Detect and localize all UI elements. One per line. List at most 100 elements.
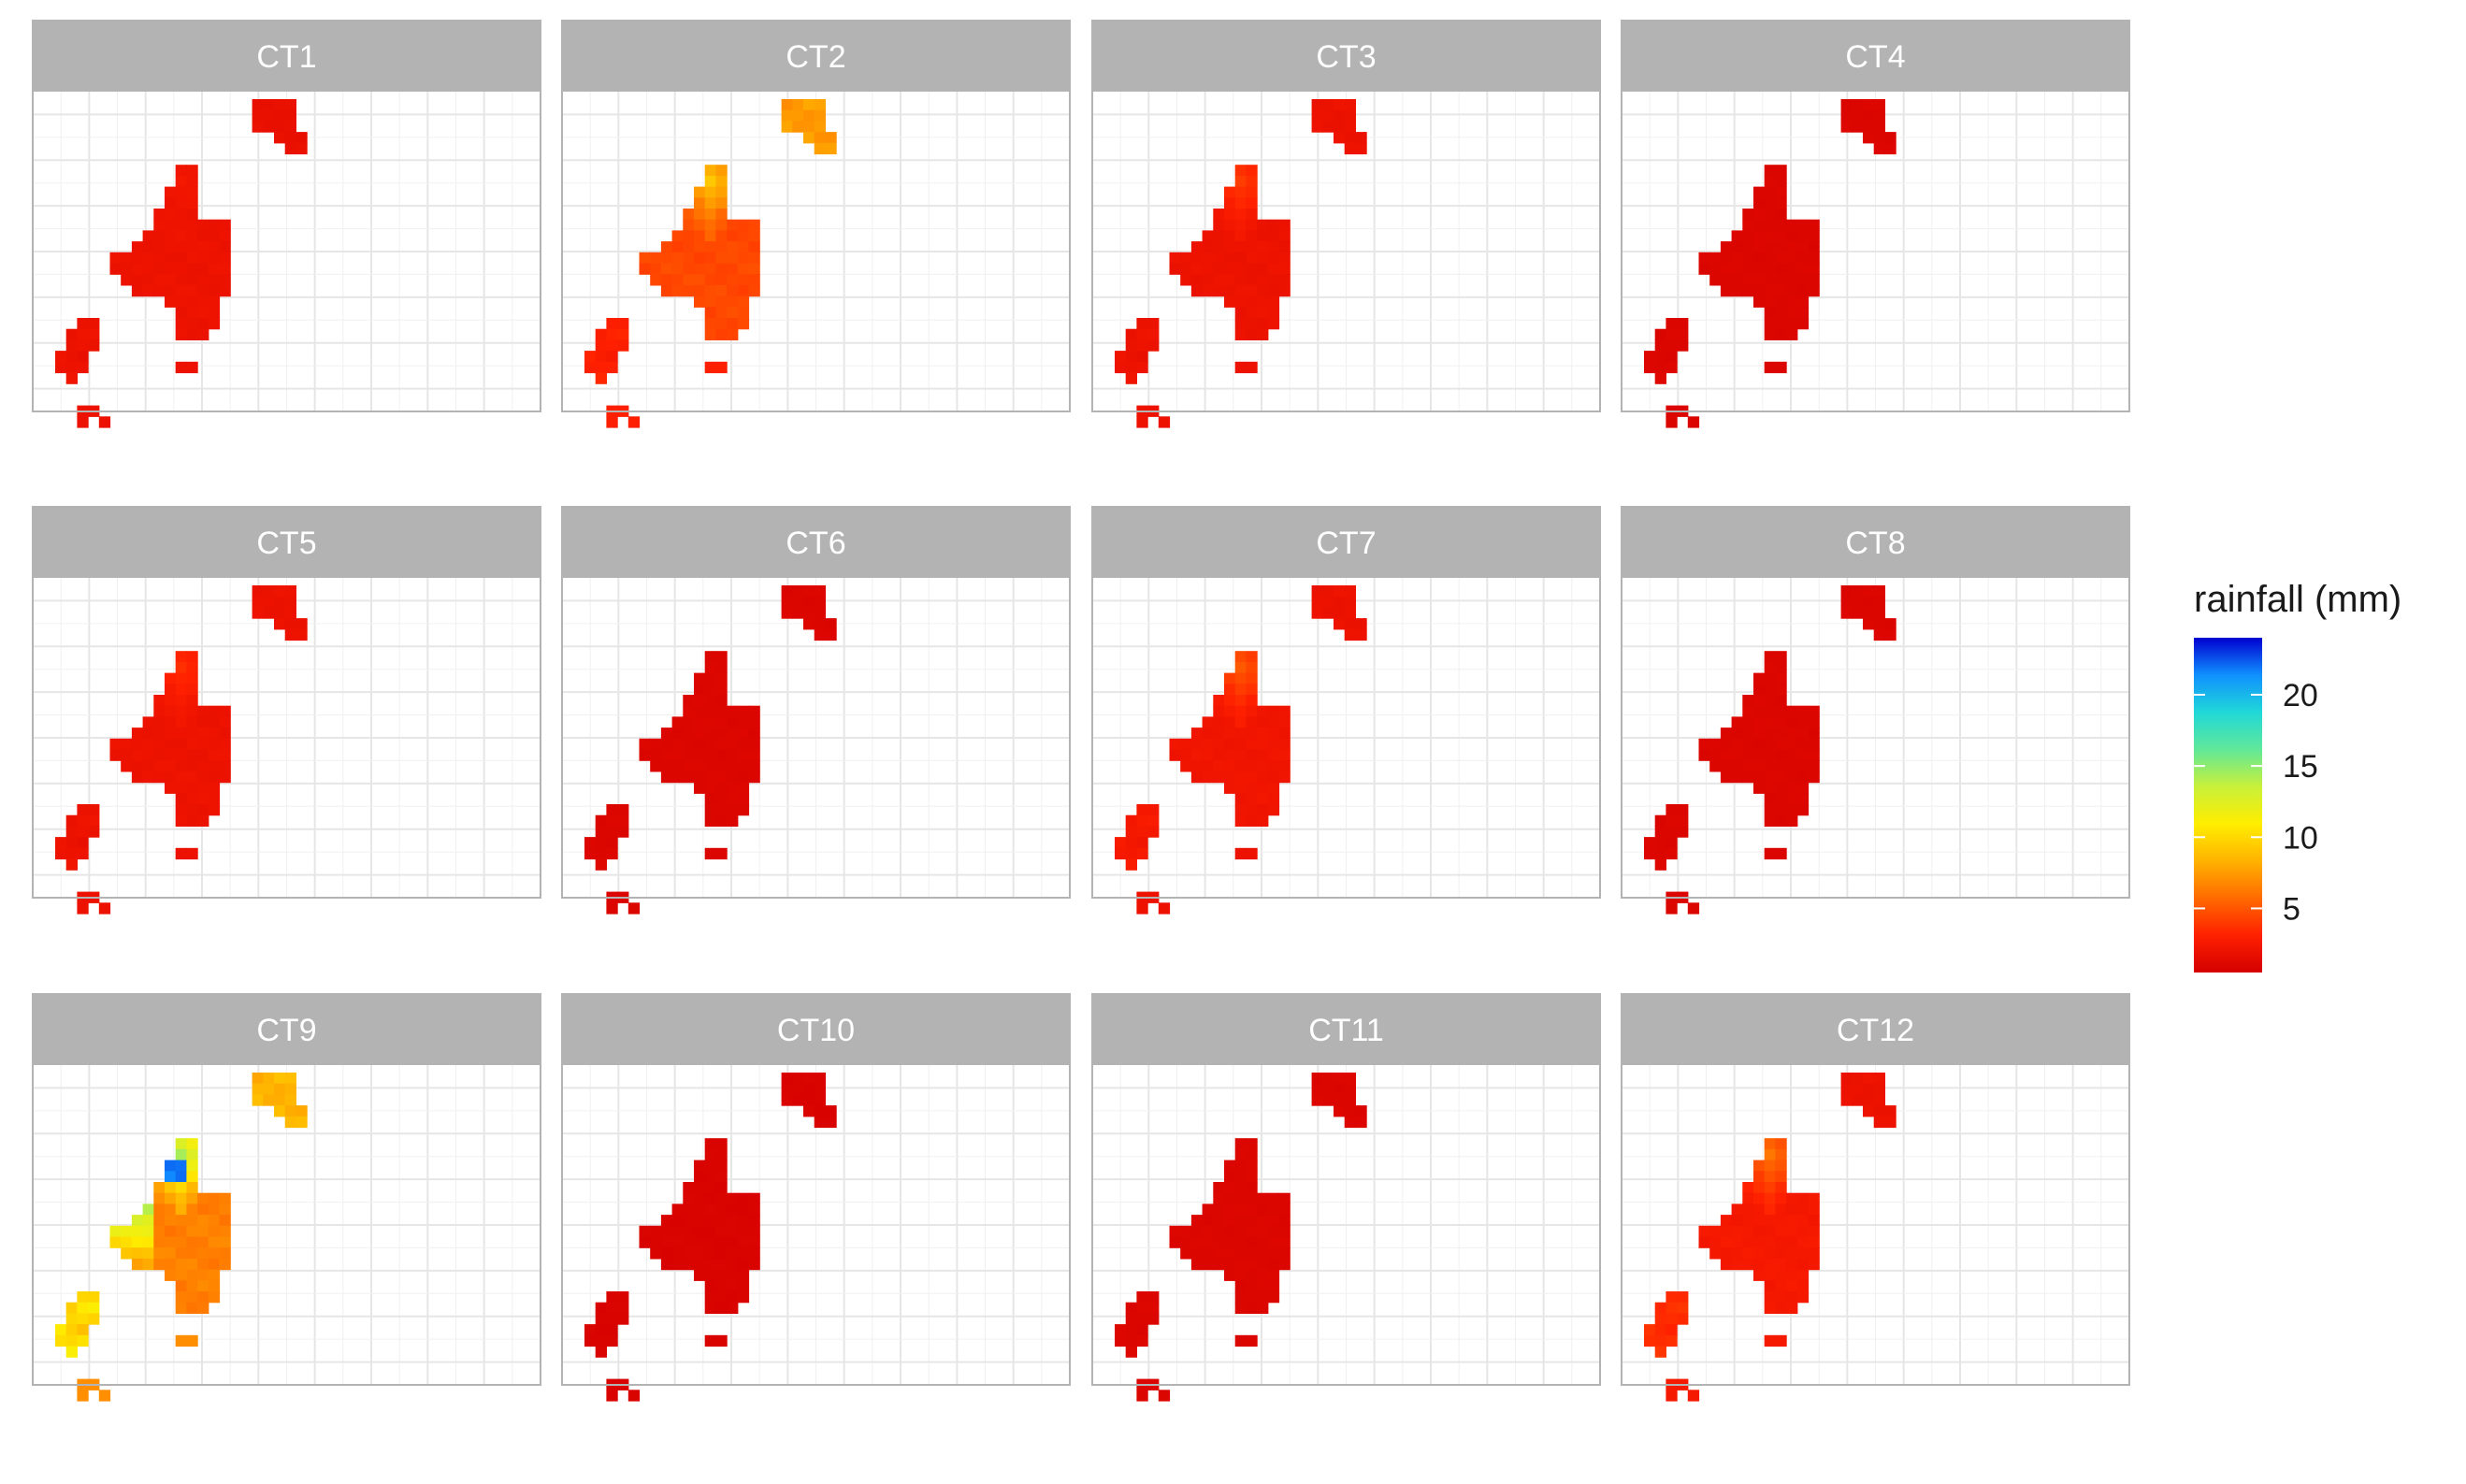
rainfall-cell bbox=[1246, 716, 1258, 728]
rainfall-cell bbox=[1873, 607, 1885, 619]
rainfall-cell bbox=[694, 705, 706, 717]
rainfall-cell bbox=[1224, 295, 1236, 308]
rainfall-cell bbox=[1190, 1215, 1204, 1227]
rainfall-cell bbox=[1136, 339, 1148, 352]
rainfall-cell bbox=[737, 307, 750, 319]
rainfall-cell bbox=[1278, 1247, 1291, 1260]
rainfall-cell bbox=[1234, 252, 1247, 265]
rainfall-cell bbox=[165, 771, 177, 784]
rainfall-cell bbox=[1202, 1236, 1214, 1248]
rainfall-cell bbox=[1213, 1215, 1225, 1227]
rainfall-cell bbox=[1863, 121, 1875, 133]
rainfall-cell bbox=[715, 307, 728, 319]
rainfall-cell bbox=[219, 1258, 231, 1271]
rainfall-cell bbox=[274, 618, 286, 630]
rainfall-cell bbox=[1863, 1083, 1875, 1095]
rainfall-cell bbox=[1742, 241, 1754, 253]
rainfall-cell bbox=[77, 847, 89, 860]
rainfall-cell bbox=[1125, 1324, 1137, 1336]
rainfall-cell bbox=[1873, 618, 1885, 630]
rainfall-cell bbox=[1257, 793, 1269, 805]
rainfall-cell bbox=[1720, 728, 1733, 740]
rainfall-cell bbox=[186, 814, 198, 827]
rainfall-cell bbox=[1234, 263, 1247, 275]
rainfall-cell bbox=[1764, 318, 1776, 330]
rainfall-cell bbox=[1720, 1258, 1733, 1271]
rainfall-cell bbox=[1742, 1192, 1754, 1204]
rainfall-cell bbox=[617, 318, 629, 330]
rainfall-cell bbox=[1147, 1291, 1160, 1304]
rainfall-cell bbox=[1267, 318, 1280, 330]
rainfall-cell bbox=[1234, 284, 1247, 297]
rainfall-cell bbox=[1654, 372, 1666, 384]
rainfall-cell bbox=[1786, 274, 1798, 286]
rainfall-cell bbox=[1257, 318, 1269, 330]
rainfall-cell bbox=[1840, 99, 1853, 111]
rainfall-cell bbox=[55, 1334, 67, 1347]
rainfall-cell bbox=[1344, 607, 1356, 619]
rainfall-cell bbox=[704, 175, 716, 188]
rainfall-cell bbox=[1234, 782, 1247, 794]
rainfall-cell bbox=[1808, 1192, 1820, 1204]
rainfall-cell bbox=[671, 728, 684, 740]
rainfall-cell bbox=[1666, 1324, 1678, 1336]
legend-tick-label: 10 bbox=[2283, 820, 2318, 856]
rainfall-cell bbox=[1786, 1203, 1798, 1216]
rainfall-cell bbox=[814, 1116, 826, 1129]
rainfall-cell bbox=[175, 318, 187, 330]
facet-strip bbox=[1622, 994, 2129, 1065]
rainfall-cell bbox=[1808, 1225, 1820, 1238]
rainfall-cell bbox=[77, 318, 89, 330]
rainfall-cell bbox=[650, 1225, 662, 1238]
rainfall-cell bbox=[252, 121, 264, 133]
rainfall-cell bbox=[1234, 705, 1247, 717]
rainfall-cell bbox=[1355, 1116, 1367, 1129]
rainfall-cell bbox=[803, 121, 815, 133]
rainfall-cell bbox=[1796, 793, 1810, 805]
rainfall-cell bbox=[1246, 661, 1258, 674]
rainfall-cell bbox=[1709, 760, 1722, 772]
rainfall-cell bbox=[1863, 1105, 1875, 1117]
rainfall-cell bbox=[1224, 771, 1236, 784]
rainfall-cell bbox=[186, 705, 198, 717]
rainfall-cell bbox=[1267, 230, 1280, 242]
rainfall-cell bbox=[65, 1324, 78, 1336]
rainfall-cells bbox=[584, 1073, 837, 1402]
rainfall-cell bbox=[683, 219, 695, 231]
rainfall-cell bbox=[1213, 209, 1225, 221]
rainfall-cell bbox=[1666, 1302, 1678, 1314]
rainfall-cell bbox=[65, 1334, 78, 1347]
rainfall-cell bbox=[1666, 804, 1678, 816]
rainfall-cell bbox=[683, 230, 695, 242]
facet-panel-ct11: CT11 bbox=[1091, 993, 1601, 1402]
rainfall-cell bbox=[175, 1215, 187, 1227]
rainfall-cell bbox=[704, 241, 716, 253]
rainfall-cell bbox=[1666, 847, 1678, 860]
rainfall-cell bbox=[1202, 263, 1214, 275]
rainfall-cell bbox=[748, 1225, 760, 1238]
rainfall-cell bbox=[208, 760, 221, 772]
rainfall-cell bbox=[1257, 307, 1269, 319]
rainfall-cell bbox=[606, 1291, 618, 1304]
rainfall-cell bbox=[1796, 728, 1810, 740]
rainfall-cell bbox=[683, 274, 695, 286]
rainfall-cell bbox=[1311, 607, 1323, 619]
rainfall-cell bbox=[153, 1203, 166, 1216]
rainfall-cell bbox=[1775, 1247, 1787, 1260]
rainfall-cell bbox=[77, 1313, 89, 1325]
rainfall-cell bbox=[694, 738, 706, 751]
rainfall-cell bbox=[142, 1225, 154, 1238]
rainfall-cell bbox=[263, 1094, 275, 1106]
rainfall-cell bbox=[1753, 760, 1766, 772]
rainfall-cell bbox=[1234, 1302, 1247, 1314]
rainfall-cell bbox=[1334, 596, 1346, 608]
rainfall-cell bbox=[704, 295, 716, 308]
rainfall-cell bbox=[208, 1280, 221, 1292]
rainfall-cell bbox=[175, 1225, 187, 1238]
rainfall-cell bbox=[296, 1105, 308, 1117]
rainfall-cell bbox=[694, 209, 706, 221]
rainfall-cell bbox=[197, 307, 209, 319]
rainfall-cell bbox=[175, 804, 187, 816]
rainfall-cell bbox=[142, 241, 154, 253]
rainfall-cell bbox=[1796, 1247, 1810, 1260]
